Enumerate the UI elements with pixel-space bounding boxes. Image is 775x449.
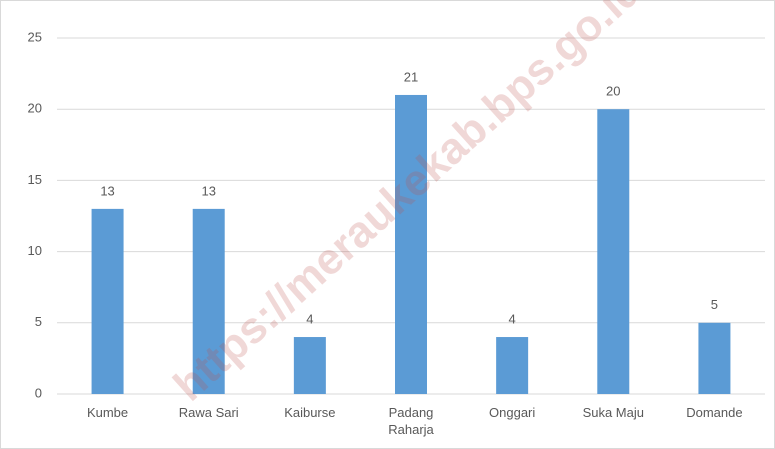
x-tick-label: Domande — [686, 405, 743, 420]
data-label: 21 — [404, 69, 418, 84]
x-tick-label: Onggari — [489, 405, 536, 420]
x-tick-label-box: Kaiburse — [284, 405, 336, 420]
x-tick-label: Rawa Sari — [178, 405, 239, 420]
x-tick-label-box: Kumbe — [86, 405, 129, 420]
bar — [597, 109, 630, 394]
y-tick-label: 25 — [28, 29, 42, 44]
bar — [192, 208, 225, 394]
y-tick-label: 15 — [28, 172, 42, 187]
y-tick-label: 20 — [28, 101, 42, 116]
x-tick-label: Kumbe — [86, 405, 129, 420]
x-tick-label: Suka Maju — [582, 405, 644, 420]
x-tick-label: Kaiburse — [284, 405, 336, 420]
y-tick-label: 5 — [35, 314, 42, 329]
data-label: 5 — [711, 297, 718, 312]
data-label: 4 — [509, 311, 516, 326]
bar — [293, 337, 326, 394]
bar — [698, 322, 731, 394]
data-label: 4 — [306, 311, 313, 326]
data-label: 13 — [100, 183, 114, 198]
bar — [395, 94, 427, 395]
x-tick-label-box: Padang Raharja — [388, 405, 434, 437]
x-tick-label-box: Domande — [686, 405, 743, 420]
data-label: 20 — [606, 84, 620, 99]
bar — [496, 337, 529, 394]
bar — [91, 208, 124, 394]
y-tick-label: 10 — [28, 243, 42, 258]
x-tick-label-box: Onggari — [489, 405, 536, 420]
y-tick-label: 0 — [35, 385, 42, 400]
x-tick-label: Padang Raharja — [388, 405, 434, 437]
x-tick-label-box: Suka Maju — [582, 405, 644, 420]
data-label: 13 — [201, 183, 215, 198]
x-tick-label-box: Rawa Sari — [178, 405, 239, 420]
